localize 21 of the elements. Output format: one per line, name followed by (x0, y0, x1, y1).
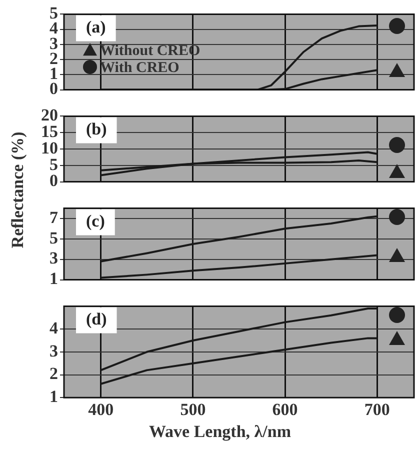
annotation: (a) (86, 18, 106, 37)
y-tick-label: 4 (50, 318, 58, 338)
y-tick-label: 5 (50, 228, 58, 248)
y-tick-label: 1 (50, 269, 58, 288)
annotation: (b) (86, 120, 107, 139)
x-tick-label: 500 (180, 400, 206, 420)
y-tick-label: 2 (50, 364, 58, 384)
annotation: (d) (86, 310, 107, 329)
y-tick-label: 3 (50, 341, 58, 360)
x-tick-label: 400 (88, 400, 114, 420)
y-tick-label: 5 (50, 154, 58, 174)
y-tick-label: 10 (41, 138, 58, 158)
x-axis-title: Wave Length, λ/nm (148, 422, 292, 442)
y-tick-label: 0 (50, 171, 58, 190)
y-tick-label: 3 (50, 248, 58, 268)
y-tick-label: 7 (50, 208, 58, 227)
x-tick-label: 700 (364, 400, 390, 420)
annotation: (c) (86, 212, 105, 231)
y-tick-label: 1 (50, 386, 58, 406)
x-tick-label: 600 (272, 400, 298, 420)
y-axis-title: Reflectance (%) (8, 130, 28, 250)
